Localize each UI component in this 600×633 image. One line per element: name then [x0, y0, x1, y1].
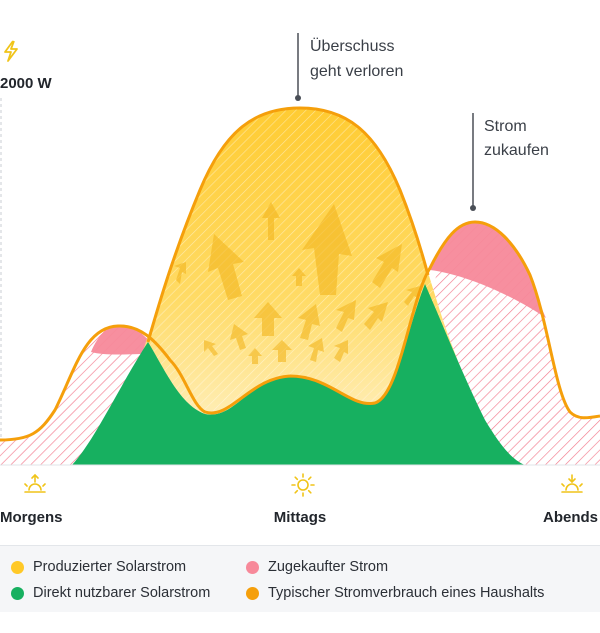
legend-dot — [246, 586, 259, 600]
arrow-icon — [230, 324, 248, 350]
surplus-arrows — [174, 202, 420, 364]
arrow-icon — [336, 300, 356, 332]
legend-label: Produzierter Solarstrom — [33, 559, 187, 575]
arrow-icon — [308, 338, 324, 362]
arrow-icon — [254, 302, 282, 336]
annotation-dot-buy — [470, 205, 476, 211]
arrow-icon — [334, 340, 348, 362]
y-axis-label: 2000 W — [0, 75, 53, 92]
annotation-surplus-line2: geht verloren — [310, 63, 403, 80]
consumption-line — [0, 220, 600, 442]
legend-label: Direkt nutzbarer Solarstrom — [33, 585, 211, 601]
sunset-icon — [561, 474, 583, 493]
legend-dot — [246, 560, 259, 574]
arrow-icon — [208, 234, 244, 300]
production-line — [146, 106, 430, 343]
x-label-morning: Morgens — [0, 509, 63, 526]
legend-item-household-consumption: Typischer Stromverbrauch eines Haushalts — [246, 585, 544, 601]
annotation-dot-surplus — [295, 95, 301, 101]
arrow-icon — [404, 286, 420, 306]
legend-dot — [11, 586, 24, 600]
legend-label: Zugekaufter Strom — [268, 559, 389, 575]
arrow-icon — [262, 202, 280, 240]
arrow-icon — [298, 304, 320, 340]
arrow-icon — [174, 262, 186, 284]
arrow-icon — [272, 340, 292, 362]
arrow-icon — [248, 348, 262, 364]
arrow-icon — [292, 268, 306, 286]
purchased-power-peak-morning — [91, 326, 152, 355]
legend: Produzierter Solarstrom Zugekaufter Stro… — [0, 545, 600, 612]
x-label-noon: Mittags — [274, 509, 327, 526]
direct-solar-area — [72, 284, 525, 465]
arrow-icon — [372, 244, 402, 288]
arrow-icon — [364, 302, 388, 330]
legend-dot — [11, 560, 24, 574]
purchased-power-peak-evening — [430, 222, 546, 318]
legend-item-direct-solar: Direkt nutzbarer Solarstrom — [11, 585, 210, 601]
lightning-icon — [4, 40, 18, 62]
annotation-buy-line2: zukaufen — [484, 142, 549, 159]
arrow-icon — [302, 204, 352, 295]
x-label-evening: Abends — [543, 509, 598, 526]
solar-chart: Überschuss geht verloren Strom zukaufen … — [0, 33, 600, 526]
arrow-icon — [204, 340, 218, 356]
sun-icon — [291, 473, 315, 497]
legend-label: Typischer Stromverbrauch eines Haushalts — [268, 585, 545, 601]
sunrise-icon — [24, 473, 46, 493]
annotation-buy-line1: Strom — [484, 118, 527, 135]
legend-item-purchased-power: Zugekaufter Strom — [246, 559, 388, 575]
annotation-surplus-line1: Überschuss — [310, 37, 394, 55]
legend-item-produced-solar: Produzierter Solarstrom — [11, 559, 186, 575]
